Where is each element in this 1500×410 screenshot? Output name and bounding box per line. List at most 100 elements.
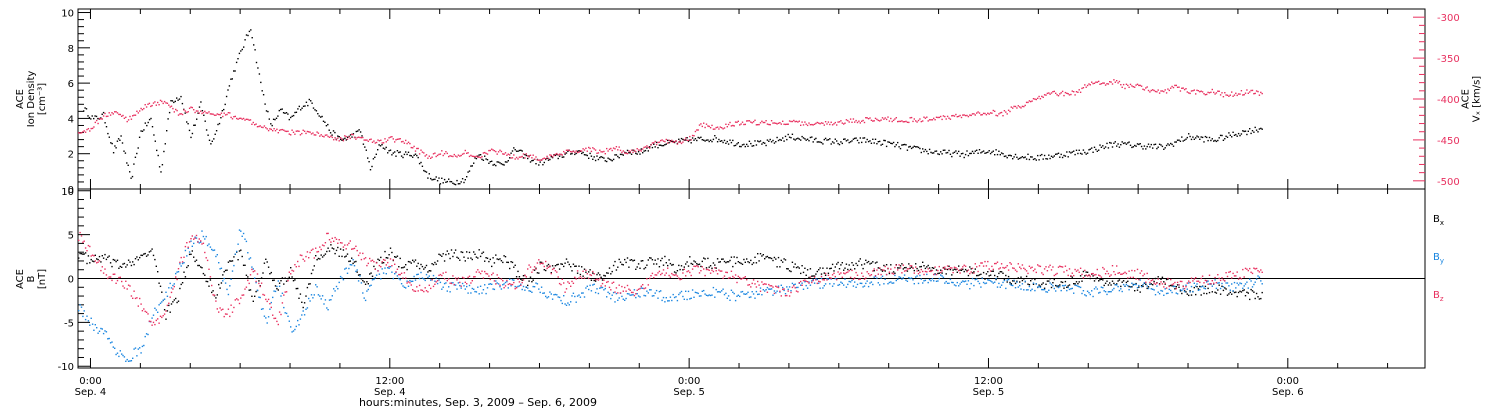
vx-point [283, 129, 285, 131]
bx-point [136, 256, 138, 258]
ion-density-point [1000, 152, 1003, 154]
by-point [970, 282, 972, 285]
by-point [664, 301, 666, 303]
vx-point [1067, 93, 1069, 95]
ion-density-point [164, 143, 166, 145]
ion-density-point [114, 145, 116, 147]
bx-point [201, 267, 203, 269]
bz-point [158, 322, 160, 324]
bx-point [751, 263, 753, 266]
ion-density-point [493, 163, 496, 166]
ion-density-point [198, 106, 201, 108]
by-point [278, 285, 281, 287]
bx-point [370, 272, 372, 274]
bx-point [517, 270, 519, 273]
ion-density-point [131, 175, 134, 178]
by-point [937, 280, 939, 282]
vx-point [309, 131, 311, 133]
bz-point [1140, 270, 1143, 272]
vx-point [237, 118, 239, 120]
by-point [539, 291, 541, 294]
bx-point [987, 271, 989, 273]
ion-density-point [1019, 157, 1021, 160]
by-point [478, 293, 480, 295]
bz-point [1074, 268, 1076, 271]
vx-point [387, 139, 389, 141]
ion-density-point [492, 164, 494, 166]
by-point [761, 294, 763, 296]
bx-point [816, 270, 818, 273]
by-point [503, 283, 505, 285]
by-point [604, 287, 606, 290]
bz-point [181, 261, 184, 263]
vx-point [649, 147, 651, 149]
by-point [417, 273, 419, 275]
bx-point [611, 270, 613, 273]
bz-point [507, 283, 509, 286]
vx-point [863, 121, 866, 124]
vx-point [958, 115, 960, 118]
bx-point [168, 304, 170, 307]
ion-density-point [837, 142, 839, 145]
by-point [576, 295, 579, 297]
ion-density-point [1127, 142, 1129, 144]
by-point [399, 279, 401, 281]
bz-point [549, 265, 551, 267]
vx-point [1243, 94, 1245, 96]
bz-point [1222, 279, 1225, 281]
bz-point [570, 285, 572, 287]
by-point [342, 279, 345, 281]
bz-point [923, 273, 925, 276]
bx-point [973, 271, 975, 273]
bz-point [801, 284, 803, 286]
by-point [220, 267, 223, 269]
by-point [940, 274, 942, 276]
bx-point [1215, 292, 1218, 294]
by-point [1214, 279, 1216, 281]
vx-point [546, 155, 548, 158]
bx-point [391, 251, 393, 254]
bx-point [400, 267, 403, 269]
by-point [219, 268, 221, 270]
by-point [83, 310, 85, 312]
ion-density-point [349, 134, 352, 136]
bz-point [1024, 268, 1026, 271]
vx-point [384, 138, 386, 140]
vx-point [79, 132, 81, 134]
bz-point [448, 278, 450, 280]
ion-density-point [682, 138, 684, 141]
vx-point [435, 155, 437, 158]
bx-point [1079, 275, 1082, 277]
bz-point [1100, 276, 1103, 278]
bx-point [1258, 298, 1261, 300]
bx-point [108, 255, 110, 257]
by-point [256, 289, 259, 292]
bz-point [373, 261, 375, 263]
ion-density-point [994, 154, 996, 156]
by-point [991, 281, 993, 283]
bz-point [457, 277, 460, 279]
ion-density-point [205, 129, 208, 131]
bz-point [750, 286, 752, 288]
by-point [1122, 283, 1125, 286]
bx-point [459, 259, 461, 261]
vx-point [830, 121, 832, 123]
ion-density-point [736, 143, 738, 145]
bz-point [858, 278, 860, 281]
bx-point [758, 260, 760, 262]
bz-point [905, 269, 907, 272]
ion-density-point [1206, 136, 1208, 139]
bx-point [694, 261, 697, 263]
bz-point [188, 241, 191, 243]
bz-point [384, 259, 386, 261]
bx-point [497, 258, 500, 261]
by-point [592, 284, 594, 286]
bz-point [1068, 268, 1071, 270]
ion-density-point [988, 150, 990, 152]
bz-point [1254, 268, 1256, 270]
bz-point [394, 263, 396, 265]
bx-point [169, 311, 171, 313]
bx-point [143, 253, 145, 255]
vx-point [319, 135, 321, 137]
bx-point [1042, 282, 1044, 284]
